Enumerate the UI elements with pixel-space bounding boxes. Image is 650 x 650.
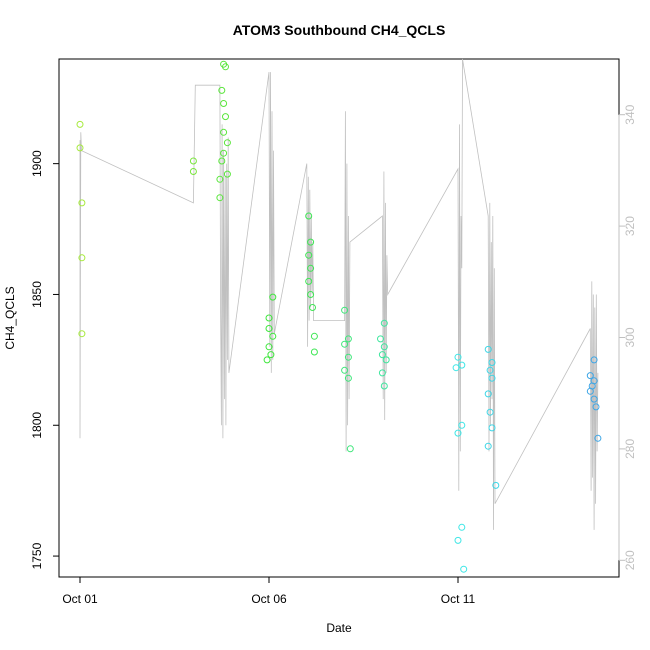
data-point [305,251,313,259]
data-point [218,157,226,165]
data-point [378,369,386,377]
y-right-tick-label: 260 [623,550,637,570]
data-point [341,340,349,348]
data-point [305,277,313,285]
y-axis-label: CH4_QCLS [3,286,17,349]
data-point [380,319,388,327]
data-point [488,374,496,382]
data-point [222,113,229,121]
data-point [220,128,228,136]
y-tick-label: 1800 [30,412,44,439]
y-axis-left: 1750 1800 1850 1900 [30,150,60,569]
data-point [310,348,318,356]
data-point [265,325,273,332]
data-point [344,335,352,343]
data-point [488,424,496,432]
data-point [484,442,492,450]
data-point [76,144,84,152]
data-point [265,343,273,351]
data-point [460,565,468,573]
data-point [484,345,492,353]
y-right-tick-label: 280 [623,439,637,459]
data-point [452,364,460,372]
data-point [78,199,86,207]
x-axis-label: Date [326,621,352,635]
chart-title: ATOM3 Southbound CH4_QCLS [233,22,446,38]
data-point [492,481,500,489]
series-line [79,58,599,530]
data-point [458,361,466,369]
y-tick-label: 1900 [30,150,44,177]
data-point [263,356,271,364]
data-point [307,238,315,246]
data-point [458,421,466,429]
x-tick-label: Oct 06 [251,592,287,606]
x-tick-label: Oct 11 [441,592,476,606]
data-point [380,382,388,390]
x-axis: Oct 01 Oct 06 Oct 11 [62,576,476,606]
data-point [380,343,388,351]
data-point [269,293,277,301]
data-point [307,264,315,272]
data-point [341,306,349,314]
data-point [592,403,600,411]
data-point [307,291,315,298]
data-point [382,356,390,364]
data-point [269,332,277,340]
data-point [265,314,273,322]
data-point [220,100,228,107]
data-point [309,304,316,311]
y-tick-label: 1750 [30,542,44,569]
data-point [590,356,598,364]
data-point [78,330,86,338]
data-point [486,408,494,416]
plot-frame [58,58,620,578]
y-right-tick-label: 300 [623,327,637,347]
data-point [454,353,462,361]
line-series [79,58,599,530]
data-point [378,351,386,359]
data-point [223,139,231,147]
data-point [222,63,229,71]
data-point [78,254,86,262]
data-point [594,434,602,442]
data-point [344,374,352,382]
data-point [586,387,594,395]
data-point [484,390,492,398]
data-point [488,359,496,366]
points-series [76,60,602,573]
data-point [218,86,226,94]
data-point [344,353,352,361]
data-point [216,175,224,183]
y-right-tick-label: 320 [623,216,637,236]
data-point [454,536,462,544]
data-point [216,194,224,202]
y-axis-right: 260 280 300 320 340 [618,104,637,570]
data-point [305,212,313,220]
data-point [267,351,275,359]
data-point [486,366,494,374]
y-right-tick-label: 340 [623,104,637,124]
data-point [454,429,462,437]
data-point [76,120,84,128]
data-point [223,170,231,178]
data-point [341,366,349,374]
data-point [346,445,354,453]
data-point [586,372,594,380]
x-tick-label: Oct 01 [62,592,98,606]
data-point [220,149,228,157]
y-tick-label: 1850 [30,281,44,308]
data-point [310,332,318,340]
data-point [590,395,598,403]
data-point [458,523,466,531]
data-point [189,157,197,165]
data-point [377,335,384,343]
data-point [189,168,197,175]
